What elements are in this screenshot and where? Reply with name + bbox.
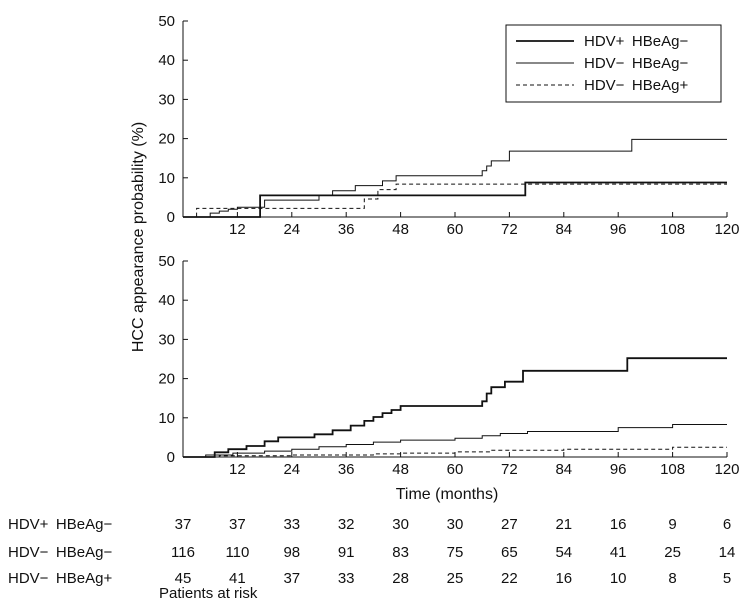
risk-value: 41 xyxy=(229,570,246,587)
risk-value: 22 xyxy=(501,570,518,587)
bottom-x-tick-label: 96 xyxy=(610,461,627,478)
risk-value: 41 xyxy=(610,544,627,561)
x-axis-label: Time (months) xyxy=(396,486,499,503)
risk-value: 45 xyxy=(175,570,192,587)
bottom-y-tick-label: 0 xyxy=(167,449,175,466)
risk-value: 25 xyxy=(664,544,681,561)
bottom-series-line-1 xyxy=(183,357,727,458)
risk-value: 6 xyxy=(723,516,731,533)
panel-top: 0 10 20 30 40 50 12 24 36 48 60 72 84 96 108 120 HDV+ HB… xyxy=(158,13,739,238)
risk-value: 65 xyxy=(501,544,518,561)
risk-value: 9 xyxy=(668,516,676,533)
risk-table: HDV+ HBeAg− 37 37 33 32 30 30 27 21 16 9 6 HDV− HBeA… xyxy=(8,516,735,587)
risk-value: 98 xyxy=(283,544,300,561)
top-y-tick-label: 10 xyxy=(158,170,175,187)
panel-bottom: 0 10 20 30 40 50 12 24 36 48 60 72 84 96 108 120 xyxy=(158,253,739,478)
top-x-tick-label: 108 xyxy=(660,221,685,238)
bottom-x-tick-label: 36 xyxy=(338,461,355,478)
top-x-tick-label: 72 xyxy=(501,221,518,238)
risk-value: 110 xyxy=(225,544,249,561)
bottom-series-line-3 xyxy=(183,446,727,458)
risk-table-caption: Patients at risk xyxy=(159,585,258,602)
risk-value: 37 xyxy=(175,516,192,533)
top-series-line-3 xyxy=(183,183,727,218)
top-y-tick-label: 40 xyxy=(158,52,175,69)
risk-value: 116 xyxy=(171,544,195,561)
top-x-tick-label: 84 xyxy=(555,221,572,238)
top-x-tick-label: 48 xyxy=(392,221,409,238)
top-y-tick-label: 50 xyxy=(158,13,175,30)
legend-label-1: HDV+ HBeAg− xyxy=(584,33,688,50)
top-x-tick-label: 12 xyxy=(229,221,246,238)
top-x-tick-label: 60 xyxy=(447,221,464,238)
bottom-x-tick-label: 120 xyxy=(714,461,739,478)
risk-value: 27 xyxy=(501,516,518,533)
bottom-y-tick-label: 20 xyxy=(158,371,175,388)
risk-value: 75 xyxy=(447,544,464,561)
risk-value: 8 xyxy=(668,570,676,587)
risk-value: 25 xyxy=(447,570,464,587)
legend: HDV+ HBeAg− HDV− HBeAg− HDV− HBeAg+ xyxy=(505,24,722,103)
top-y-tick-label: 30 xyxy=(158,91,175,108)
risk-value: 5 xyxy=(723,570,731,587)
legend-label-2: HDV− HBeAg− xyxy=(584,55,688,72)
y-axis-label: HCC appearance probability (%) xyxy=(130,122,147,352)
risk-value: 16 xyxy=(610,516,627,533)
top-series-line-2 xyxy=(183,138,727,218)
top-x-tick-label: 120 xyxy=(714,221,739,238)
bottom-x-tick-label: 84 xyxy=(555,461,572,478)
risk-value: 37 xyxy=(283,570,300,587)
top-x-tick-label: 36 xyxy=(338,221,355,238)
bottom-x-tick-label: 24 xyxy=(283,461,300,478)
bottom-y-tick-label: 10 xyxy=(158,410,175,427)
risk-value: 10 xyxy=(610,570,627,587)
risk-value: 33 xyxy=(283,516,300,533)
bottom-x-tick-label: 60 xyxy=(447,461,464,478)
risk-value: 83 xyxy=(392,544,409,561)
risk-value: 28 xyxy=(392,570,409,587)
risk-value: 37 xyxy=(229,516,246,533)
risk-value: 91 xyxy=(338,544,355,561)
bottom-y-tick-label: 50 xyxy=(158,253,175,270)
bottom-x-tick-label: 48 xyxy=(392,461,409,478)
risk-row-label-2: HDV− HBeAg− xyxy=(8,544,112,561)
top-y-tick-label: 20 xyxy=(158,131,175,148)
legend-label-3: HDV− HBeAg+ xyxy=(584,77,688,94)
risk-value: 54 xyxy=(555,544,572,561)
risk-value: 16 xyxy=(555,570,572,587)
top-x-tick-label: 24 xyxy=(283,221,300,238)
top-series-line-1 xyxy=(183,181,727,218)
risk-value: 33 xyxy=(338,570,355,587)
bottom-y-tick-label: 40 xyxy=(158,292,175,309)
top-x-tick-label: 96 xyxy=(610,221,627,238)
bottom-y-tick-label: 30 xyxy=(158,331,175,348)
bottom-x-tick-label: 12 xyxy=(229,461,246,478)
risk-value: 30 xyxy=(447,516,464,533)
risk-value: 30 xyxy=(392,516,409,533)
bottom-series-line-2 xyxy=(183,424,727,458)
risk-row-label-3: HDV− HBeAg+ xyxy=(8,570,112,587)
risk-value: 14 xyxy=(719,544,736,561)
top-y-tick-label: 0 xyxy=(167,209,175,226)
bottom-x-tick-label: 72 xyxy=(501,461,518,478)
risk-row-label-1: HDV+ HBeAg− xyxy=(8,516,112,533)
bottom-x-tick-label: 108 xyxy=(660,461,685,478)
risk-value: 21 xyxy=(555,516,572,533)
risk-value: 32 xyxy=(338,516,355,533)
